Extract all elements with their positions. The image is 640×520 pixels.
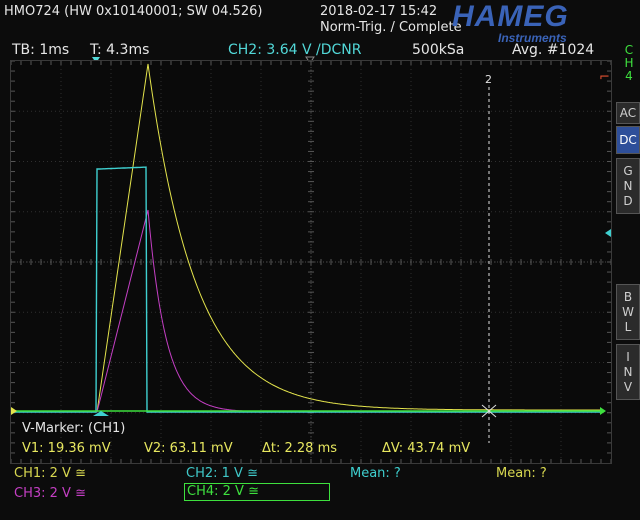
measure-mean-2[interactable]: Mean: ? (496, 466, 547, 481)
marker-dt: Δt: 2.28 ms (262, 441, 338, 456)
gnd-letter-n: N (623, 179, 633, 193)
bwl-letter-b: B (623, 290, 633, 304)
ch2-setting[interactable]: CH2: 1 V ≅ (186, 466, 258, 481)
sample-rate: 500kSa (412, 42, 465, 58)
coupling-dc-button[interactable]: DC (616, 126, 640, 154)
averaging[interactable]: Avg. #1024 (512, 42, 595, 58)
logo-subtext: Instruments (497, 31, 567, 45)
waveform-display[interactable]: 2 ⌐ (10, 60, 612, 464)
trigger-status: Norm-Trig. / Complete (320, 20, 462, 35)
ch1-setting[interactable]: CH1: 2 V ≅ (14, 466, 86, 481)
bwl-letter-l: L (624, 320, 632, 334)
trigger-edge-icon: ⌐ (599, 70, 610, 85)
device-info: HMO724 (HW 0x10140001; SW 04.526) (4, 4, 263, 19)
inv-letter-v: V (623, 380, 633, 394)
waveform-svg[interactable]: 2 ⌐ (10, 60, 612, 463)
channel-number: 4 (625, 69, 633, 83)
graticule (10, 60, 612, 463)
gnd-letter-d: D (623, 194, 633, 208)
ch2-ground-icon (93, 411, 109, 416)
ch2-trace (11, 166, 603, 413)
marker-title: V-Marker: (CH1) (22, 421, 126, 436)
ch1-ground-icon (11, 407, 17, 415)
measure-mean-1[interactable]: Mean: ? (350, 466, 401, 481)
trigger-level[interactable]: CH2: 3.64 V /DCNR (228, 42, 362, 58)
marker-v1: V1: 19.36 mV (22, 441, 111, 456)
timebase[interactable]: TB: 1ms (12, 42, 70, 58)
trigger-level-text: CH2: 3.64 V /DCNR (228, 42, 362, 58)
ch3-trace (11, 209, 603, 413)
hameg-logo: HAMEG Instruments (452, 0, 569, 45)
gnd-button[interactable]: G N D (616, 158, 640, 214)
bwl-button[interactable]: B W L (616, 284, 640, 340)
cursor-cross[interactable] (481, 404, 497, 418)
marker-v2: V2: 63.11 mV (144, 441, 233, 456)
gnd-letter-g: G (623, 164, 633, 178)
inv-letter-i: I (626, 350, 630, 364)
ch3-setting[interactable]: CH3: 2 V ≅ (14, 486, 86, 501)
coupling-ac-button[interactable]: AC (616, 102, 640, 124)
channel-letter-c: C (624, 43, 634, 57)
ch1-trace (11, 63, 603, 413)
trigger-time[interactable]: T: 4.3ms (90, 42, 150, 58)
bwl-letter-w: W (622, 305, 634, 319)
inv-button[interactable]: I N V (616, 344, 640, 400)
ch2-level-icon (605, 229, 611, 237)
marker-dv: ΔV: 43.74 mV (382, 441, 471, 456)
inv-letter-n: N (623, 365, 633, 379)
ch4-setting[interactable]: CH4: 2 V ≅ (184, 483, 330, 501)
logo-text: HAMEG (452, 0, 569, 33)
ch4-end-icon (600, 407, 606, 415)
cursor-number: 2 (485, 73, 492, 86)
datetime: 2018-02-17 15:42 (320, 4, 438, 19)
channel-letter-h: H (624, 56, 634, 70)
active-channel-label: C H 4 (620, 44, 638, 83)
